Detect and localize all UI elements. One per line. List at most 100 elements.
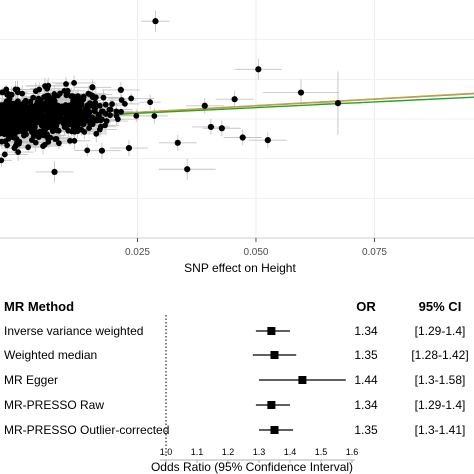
- scatter-tick-label: 0.075: [362, 247, 387, 258]
- forest-row: MR Egger 1.44 [1.3-1.58]: [4, 373, 465, 387]
- forest-row: MR-PRESSO Outlier-corrected 1.35 [1.3-1.41…: [4, 423, 465, 437]
- scatter-point: [255, 66, 262, 73]
- forest-estimate-square: [270, 426, 279, 434]
- forest-method-label: MR-PRESSO Outlier-corrected: [4, 423, 169, 437]
- scatter-point: [43, 99, 50, 105]
- forest-method-label: Inverse variance weighted: [4, 324, 143, 338]
- forest-method-label: MR Egger: [4, 373, 58, 387]
- scatter-tick-label: 0.050: [243, 247, 268, 258]
- scatter-point: [61, 87, 68, 94]
- scatter-point: [27, 98, 34, 105]
- scatter-point: [15, 149, 22, 155]
- scatter-point: [45, 82, 52, 89]
- scatter-point: [70, 111, 77, 118]
- forest-estimate-square: [267, 327, 276, 335]
- forest-method-label: Weighted median: [4, 348, 97, 362]
- scatter-point: [36, 86, 43, 93]
- scatter-point: [18, 101, 25, 108]
- forest-or-value: 1.44: [354, 373, 378, 387]
- scatter-point: [95, 111, 102, 118]
- scatter-point: [54, 119, 61, 125]
- scatter-point: [54, 103, 61, 109]
- forest-row: Weighted median 1.35 [1.28-1.42]: [4, 348, 469, 362]
- scatter-point: [239, 134, 246, 141]
- scatter-point: [69, 93, 76, 100]
- scatter-point: [117, 86, 124, 94]
- scatter-point: [71, 80, 77, 86]
- scatter-point: [47, 134, 54, 141]
- scatter-point: [10, 105, 17, 112]
- forest-x-ticks: 1.0 1.1 1.2 1.3 1.4 1.5 1.6: [160, 447, 359, 463]
- forest-row: Inverse variance weighted 1.34 [1.29-1.4]: [4, 324, 465, 338]
- scatter-point: [3, 117, 10, 124]
- scatter-point: [63, 81, 69, 87]
- forest-tick-label: 1.6: [346, 447, 359, 457]
- scatter-x-ticks: 0.025 0.050 0.075: [125, 238, 387, 258]
- scatter-tick-label: 0.025: [125, 247, 150, 258]
- scatter-point: [3, 86, 10, 93]
- forest-estimate-square: [267, 401, 276, 409]
- forest-method-label: MR-PRESSO Raw: [4, 398, 104, 412]
- scatter-point: [46, 120, 53, 127]
- scatter-point: [0, 119, 3, 126]
- scatter-point: [19, 107, 26, 113]
- forest-ci-value: [1.3-1.41]: [415, 423, 466, 437]
- scatter-point: [102, 101, 109, 108]
- scatter-point: [51, 168, 58, 175]
- forest-tick-label: 1.2: [222, 447, 235, 457]
- scatter-point: [89, 92, 96, 99]
- forest-header-ci: 95% CI: [419, 299, 462, 314]
- scatter-point: [84, 104, 90, 111]
- scatter-point: [86, 125, 92, 132]
- scatter-point: [91, 115, 98, 122]
- scatter-grid: [0, 0, 474, 238]
- scatter-point: [64, 91, 71, 98]
- scatter-point: [23, 131, 29, 138]
- scatter-panel: 0.025 0.050 0.075 SNP effect on Height: [0, 0, 474, 275]
- scatter-point: [69, 120, 76, 127]
- scatter-point: [118, 97, 125, 103]
- scatter-point: [151, 113, 158, 119]
- scatter-point: [80, 109, 87, 116]
- scatter-point: [13, 136, 20, 142]
- forest-tick-label: 1.4: [284, 447, 297, 457]
- scatter-point: [109, 101, 115, 107]
- scatter-point: [6, 95, 13, 102]
- scatter-point: [207, 123, 215, 131]
- scatter-point: [49, 102, 56, 109]
- scatter-point: [67, 137, 73, 144]
- scatter-point: [61, 124, 68, 131]
- scatter-point: [102, 111, 109, 117]
- scatter-point: [231, 96, 238, 103]
- forest-ci-value: [1.28-1.42]: [411, 348, 468, 362]
- scatter-point: [0, 125, 4, 132]
- scatter-point: [0, 111, 6, 118]
- scatter-point: [50, 96, 57, 103]
- scatter-point: [152, 18, 159, 25]
- scatter-point: [201, 102, 208, 109]
- scatter-point: [38, 109, 45, 116]
- scatter-point: [20, 119, 27, 126]
- scatter-point: [113, 108, 120, 115]
- scatter-point: [125, 144, 133, 152]
- scatter-point: [35, 134, 42, 141]
- forest-header-or: OR: [356, 299, 376, 314]
- forest-ci-value: [1.29-1.4]: [415, 398, 466, 412]
- forest-or-value: 1.34: [354, 324, 378, 338]
- scatter-point: [28, 112, 35, 119]
- scatter-point: [71, 137, 78, 144]
- scatter-point: [75, 93, 81, 100]
- forest-rows: Inverse variance weighted 1.34 [1.29-1.4] W…: [4, 324, 469, 437]
- scatter-point: [16, 113, 23, 120]
- scatter-point: [122, 100, 128, 107]
- scatter-point: [25, 144, 32, 151]
- scatter-point: [0, 106, 5, 113]
- forest-or-value: 1.35: [354, 348, 378, 362]
- scatter-point: [218, 125, 225, 132]
- scatter-point: [97, 123, 104, 130]
- forest-or-value: 1.34: [354, 398, 378, 412]
- scatter-point: [32, 139, 39, 146]
- scatter-point: [61, 115, 67, 122]
- scatter-point: [76, 104, 83, 111]
- forest-tick-label: 1.5: [315, 447, 328, 457]
